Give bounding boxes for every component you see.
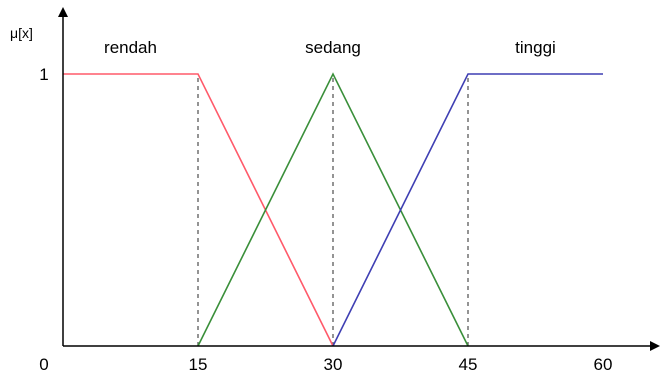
y-axis-title: μ[x] bbox=[10, 25, 33, 41]
x-tick-label-30: 30 bbox=[324, 355, 343, 374]
y-tick-label-1: 1 bbox=[39, 65, 48, 84]
y-tick-labels: 1 bbox=[39, 65, 48, 84]
series-label-tinggi: tinggi bbox=[515, 38, 556, 57]
series-line-sedang bbox=[197, 72, 469, 347]
series-label-sedang: sedang bbox=[305, 38, 361, 57]
series-labels: rendah sedang tinggi bbox=[104, 38, 556, 57]
x-tick-label-0: 0 bbox=[39, 355, 48, 374]
x-tick-labels: 0 15 30 45 60 bbox=[39, 355, 612, 374]
x-tick-label-45: 45 bbox=[459, 355, 478, 374]
series-line-rendah bbox=[63, 73, 334, 347]
x-tick-label-60: 60 bbox=[594, 355, 613, 374]
series-line-tinggi bbox=[332, 73, 603, 347]
reference-lines bbox=[197, 74, 469, 346]
series-label-rendah: rendah bbox=[104, 38, 157, 57]
x-tick-label-15: 15 bbox=[189, 355, 208, 374]
series-lines bbox=[63, 72, 603, 347]
